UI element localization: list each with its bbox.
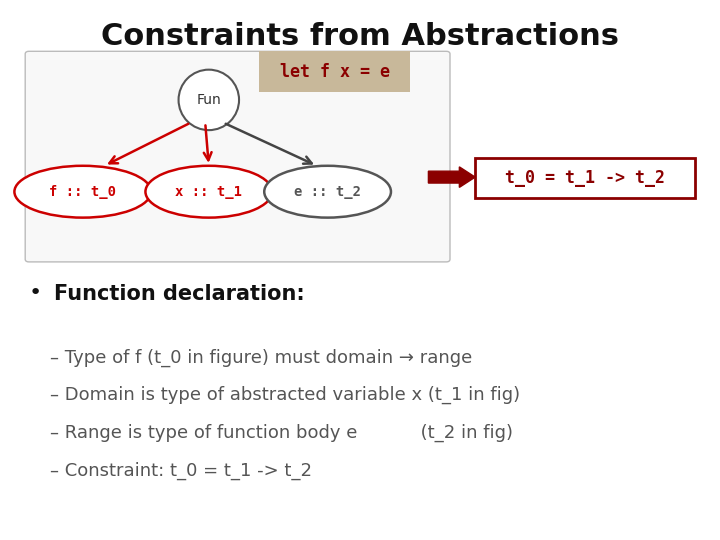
Ellipse shape bbox=[14, 166, 151, 218]
FancyBboxPatch shape bbox=[475, 158, 695, 198]
Text: – Constraint: t_0 = t_1 -> t_2: – Constraint: t_0 = t_1 -> t_2 bbox=[50, 462, 312, 480]
Ellipse shape bbox=[179, 70, 239, 130]
Text: Function declaration:: Function declaration: bbox=[54, 284, 305, 303]
Text: •: • bbox=[29, 284, 42, 303]
Text: Fun: Fun bbox=[197, 93, 221, 107]
Text: – Domain is type of abstracted variable x (t_1 in fig): – Domain is type of abstracted variable … bbox=[50, 386, 521, 404]
Text: e :: t_2: e :: t_2 bbox=[294, 185, 361, 199]
Text: Constraints from Abstractions: Constraints from Abstractions bbox=[101, 22, 619, 51]
FancyArrow shape bbox=[428, 167, 475, 187]
Text: – Type of f (t_0 in figure) must domain → range: – Type of f (t_0 in figure) must domain … bbox=[50, 348, 472, 367]
Text: let f x = e: let f x = e bbox=[280, 63, 390, 80]
Text: t_0 = t_1 -> t_2: t_0 = t_1 -> t_2 bbox=[505, 169, 665, 187]
Text: f :: t_0: f :: t_0 bbox=[49, 185, 117, 199]
FancyBboxPatch shape bbox=[259, 51, 410, 92]
Text: – Range is type of function body e           (t_2 in fig): – Range is type of function body e (t_2 … bbox=[50, 424, 513, 442]
Text: x :: t_1: x :: t_1 bbox=[175, 185, 243, 199]
Ellipse shape bbox=[264, 166, 391, 218]
FancyBboxPatch shape bbox=[25, 51, 450, 262]
Ellipse shape bbox=[145, 166, 272, 218]
